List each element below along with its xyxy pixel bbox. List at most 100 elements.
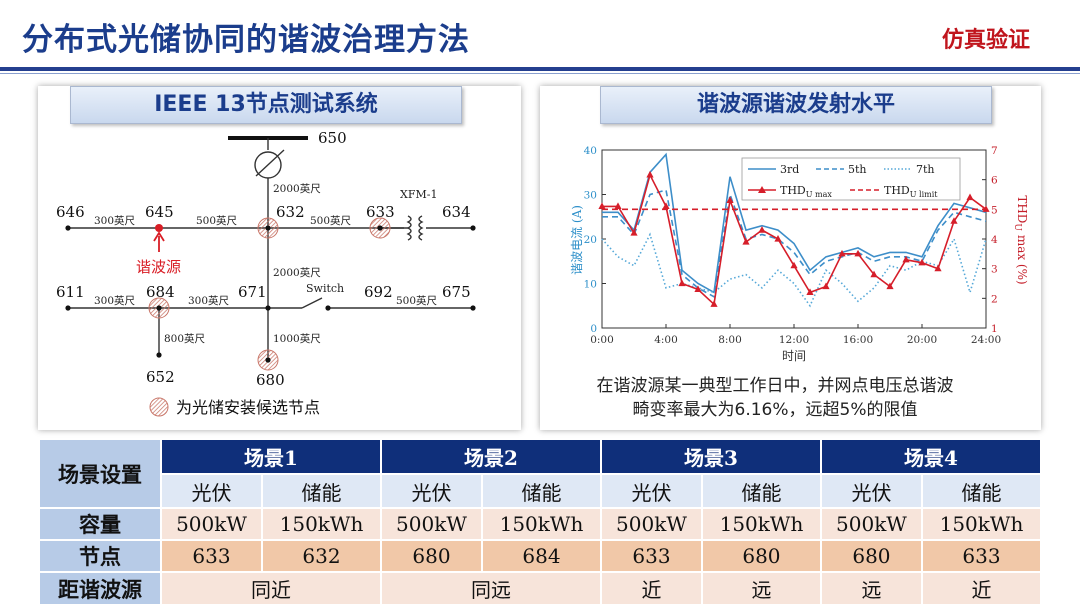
table-cell: 远: [821, 573, 921, 604]
series-line-0: [602, 152, 987, 294]
xfm-label: XFM-1: [400, 188, 437, 201]
x-tick-label: 20:00: [907, 334, 937, 346]
switch-label: Switch: [306, 282, 344, 295]
node-633: 633: [366, 203, 395, 221]
node-650: 650: [318, 129, 347, 147]
table-cell: 633: [601, 541, 701, 571]
y-left-tick-label: 20: [584, 234, 597, 246]
thd-max-point: [598, 202, 606, 209]
y-left-tick-label: 40: [584, 145, 597, 157]
length-650-632: 2000英尺: [273, 182, 321, 195]
table-cell: 633: [922, 541, 1040, 571]
page-title: 分布式光储协同的谐波治理方法: [22, 22, 470, 58]
candidate-markers: [148, 217, 391, 371]
table-cell: 632: [263, 541, 380, 571]
sub-header: 光伏: [162, 475, 261, 507]
table-cell: 500kW: [821, 509, 921, 539]
y-axis-right-label: THDU max (%): [1012, 195, 1029, 284]
table-cell: 近: [601, 573, 701, 604]
table-cell: 680: [702, 541, 820, 571]
thd-max-point: [918, 258, 926, 266]
title-divider-thin: [0, 73, 1080, 74]
harmonic-source-node: [155, 224, 163, 232]
thd-max-point: [822, 282, 830, 290]
length-611-684: 300英尺: [94, 294, 136, 307]
thd-max-point: [966, 193, 974, 201]
node-611: 611: [56, 283, 85, 301]
table-row: 节点 633 632 680 684 633 680 680 633: [40, 541, 1040, 571]
y-left-tick-label: 10: [584, 279, 597, 291]
y-left-tick-label: 0: [590, 323, 597, 335]
node-692: 692: [364, 283, 393, 301]
thd-max-point: [902, 255, 910, 263]
x-tick-label: 24:00: [971, 334, 1001, 346]
table-cell: 633: [162, 541, 261, 571]
legend-thd-max: THDU max: [780, 184, 832, 199]
thd-max-point: [710, 300, 718, 307]
table-cell: 150kWh: [922, 509, 1040, 539]
length-645-632: 500英尺: [196, 214, 238, 227]
legend-thd-limit: THDU limit: [884, 184, 938, 199]
thd-max-point: [790, 261, 798, 269]
table-row: 容量 500kW 150kWh 500kW 150kWh 500kW 150kW…: [40, 509, 1040, 539]
row-label: 容量: [40, 509, 160, 539]
table-cell: 680: [381, 541, 481, 571]
thd-max-point: [758, 226, 766, 233]
thd-max-point: [614, 202, 622, 209]
thd-max-point: [950, 217, 958, 224]
table-cell: 远: [702, 573, 820, 604]
thd-max-point: [678, 279, 686, 287]
chart-caption-line1: 在谐波源某一典型工作日中，并网点电压总谐波: [596, 376, 954, 396]
row-label: 节点: [40, 541, 160, 571]
chart-panel: [540, 86, 1041, 430]
table-cell: 500kW: [162, 509, 261, 539]
thd-max-point: [646, 170, 654, 178]
length-646-645: 300英尺: [94, 214, 136, 227]
table-cell: 500kW: [601, 509, 701, 539]
length-684-652: 800英尺: [164, 332, 206, 345]
x-tick-label: 0:00: [590, 334, 614, 346]
scenario-header: 场景4: [821, 440, 1040, 473]
legend-7th: 7th: [916, 163, 935, 176]
table-cell: 500kW: [381, 509, 481, 539]
table-cell: 150kWh: [263, 509, 380, 539]
node-652: 652: [146, 368, 175, 386]
node-645: 645: [145, 203, 174, 221]
thd-max-point: [854, 249, 862, 257]
ieee13-diagram: 谐波源 650 646 645 632 633 634 611 684 671 …: [56, 129, 476, 417]
sub-header: 光伏: [601, 475, 701, 507]
table-cell: 150kWh: [702, 509, 820, 539]
thd-max-point: [886, 282, 894, 290]
x-tick-label: 16:00: [843, 334, 873, 346]
x-tick-label: 4:00: [654, 334, 678, 346]
y-right-tick-label: 1: [991, 323, 998, 335]
scenario-header: 场景3: [601, 440, 820, 473]
table-cell: 同远: [381, 573, 600, 604]
sub-header: 储能: [922, 475, 1040, 507]
thd-max-point: [838, 249, 846, 257]
table-cell: 150kWh: [482, 509, 600, 539]
node-671: 671: [238, 283, 267, 301]
legend-candidate-icon: [149, 397, 169, 417]
node-646: 646: [56, 203, 85, 221]
sub-header: 储能: [482, 475, 600, 507]
scenario-header: 场景1: [162, 440, 380, 473]
node-680: 680: [256, 371, 285, 389]
table-corner: 场景设置: [40, 440, 160, 507]
title-divider: [0, 67, 1080, 71]
chart-panel-heading: 谐波源谐波发射水平: [600, 86, 992, 124]
thd-max-point: [630, 229, 638, 236]
node-675: 675: [442, 283, 471, 301]
table-cell: 近: [922, 573, 1040, 604]
node-632: 632: [276, 203, 305, 221]
y-left-tick-label: 30: [584, 190, 597, 202]
harmonic-source-label: 谐波源: [136, 258, 181, 276]
table-cell: 680: [821, 541, 921, 571]
chart-caption-line2: 畸变率最大为6.16%，远超5%的限值: [632, 400, 918, 420]
network-panel-heading: IEEE 13节点测试系统: [70, 86, 462, 124]
x-tick-label: 8:00: [718, 334, 742, 346]
node-634: 634: [442, 203, 471, 221]
y-axis-left-label: 谐波电流 (A): [570, 205, 584, 275]
y-right-tick-label: 3: [991, 264, 998, 276]
thd-max-point: [742, 237, 750, 245]
